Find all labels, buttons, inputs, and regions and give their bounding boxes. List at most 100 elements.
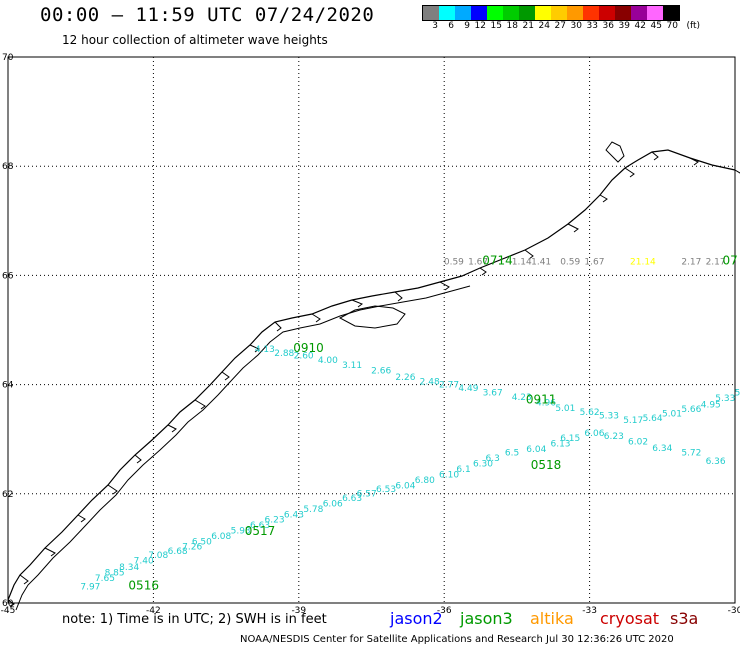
scale-swatch [487, 6, 503, 20]
scale-label: (ft) [686, 21, 700, 31]
swh-value-label: 2.17 [706, 257, 726, 267]
fjord-inlet [167, 424, 177, 433]
scale-label: 45 [650, 21, 662, 31]
swh-value-label: 7.40 [134, 557, 154, 567]
pass-time-label: 0516 [128, 578, 159, 592]
island-outline [605, 141, 625, 163]
pass-time-label: 0518 [531, 458, 562, 472]
scale-swatch [647, 6, 663, 20]
latitude-label: 64 [2, 381, 14, 391]
scale-swatch [503, 6, 519, 20]
swh-value-label: 6.23 [265, 516, 285, 526]
swh-value-label: 8.85 [105, 569, 125, 579]
scale-label: 24 [538, 21, 550, 31]
fjord-inlet [351, 299, 364, 308]
fjord-inlet [274, 321, 282, 332]
scale-swatch [423, 6, 439, 20]
fjord-inlet [249, 344, 260, 353]
swh-value-label: 6.3 [486, 454, 500, 464]
swh-value-label: 5.62 [580, 408, 600, 418]
scale-swatch [599, 6, 615, 20]
swh-value-label: 2.88 [274, 349, 294, 359]
swh-value-label: 1.67 [468, 257, 488, 267]
swh-value-label: 2.17 [681, 257, 701, 267]
scale-swatch [455, 6, 471, 20]
fjord-inlet [734, 169, 740, 174]
swh-value-label: 6.06 [323, 499, 343, 509]
scale-label: 21 [522, 21, 534, 31]
scale-label: 9 [464, 21, 470, 31]
latitude-label: 68 [2, 162, 14, 172]
swh-value-label: 4.95 [701, 401, 721, 411]
swh-value-label: 6.06 [584, 429, 604, 439]
swh-value-label: 5.01 [555, 404, 575, 414]
swh-value-label: 5.34 [735, 389, 740, 399]
swh-value-label: 2.48 [420, 378, 440, 388]
swh-value-label: 3.67 [483, 389, 503, 399]
swh-value-label: 7.26 [182, 542, 202, 552]
swh-value-label: 6.53 [376, 485, 396, 495]
swh-value-label: 6.63 [342, 494, 362, 504]
swh-value-label: 5.64 [643, 414, 663, 424]
swh-value-label: 6.36 [706, 457, 726, 467]
swh-value-label: 6.23 [604, 432, 624, 442]
scale-label: 42 [634, 21, 646, 31]
fjord-inlet [479, 267, 487, 276]
scale-swatch [631, 6, 647, 20]
swh-value-label: 2.60 [294, 351, 314, 361]
swh-value-label: 6.04 [526, 445, 546, 455]
swh-value-label: 6.5 [505, 449, 519, 459]
scale-label: 12 [474, 21, 486, 31]
swh-value-label: 4.00 [318, 356, 338, 366]
swh-value-label: 6.15 [560, 434, 580, 444]
fjord-inlet [7, 599, 15, 608]
scale-swatch [439, 6, 455, 20]
swh-value-label: 6.34 [652, 444, 672, 454]
scale-swatch [551, 6, 567, 20]
fjord-inlet [19, 574, 29, 585]
fjord-inlet [221, 371, 230, 381]
map-title: 00:00 – 11:59 UTC 07/24/2020 [40, 4, 375, 26]
longitude-label: -45 [1, 606, 16, 616]
swh-value-label: 6.30 [473, 460, 493, 470]
swh-value-label: 7.65 [95, 574, 115, 584]
swh-value-label: 6.43 [284, 510, 304, 520]
swh-value-label: 5.66 [681, 405, 701, 415]
swh-value-label: 0.59 [560, 257, 580, 267]
scale-swatch [519, 6, 535, 20]
pass-time-label: 0911 [526, 393, 557, 407]
swh-value-label: 7.08 [148, 551, 168, 561]
fjord-inlet [524, 249, 534, 260]
pass-time-label: 0517 [245, 524, 276, 538]
legend-item-altika: altika [530, 609, 574, 628]
swh-value-label: 1.41 [531, 257, 551, 267]
swh-value-label: 21.14 [630, 257, 656, 267]
swh-value-label: 6.80 [415, 476, 435, 486]
scale-swatch [567, 6, 583, 20]
swh-value-label: 5.72 [681, 449, 701, 459]
fjord-inlet [107, 484, 118, 495]
scale-label: 15 [490, 21, 502, 31]
swh-value-label: 4.49 [458, 384, 478, 394]
swh-value-label: 2.77 [439, 380, 459, 390]
footer-credit: NOAA/NESDIS Center for Satellite Applica… [240, 634, 674, 645]
scale-label: 33 [586, 21, 598, 31]
fjord-inlet [311, 313, 321, 323]
scale-swatch [583, 6, 599, 20]
swh-value-label: 4.96 [536, 398, 556, 408]
longitude-label: -42 [146, 606, 161, 616]
legend-item-jason2: jason2 [390, 609, 443, 628]
swh-value-label: 8.34 [119, 563, 139, 573]
swh-value-label: 2.26 [395, 373, 415, 383]
legend-item-jason3: jason3 [460, 609, 513, 628]
latitude-label: 60 [2, 599, 14, 609]
swh-value-label: 6.68 [168, 547, 188, 557]
longitude-label: -39 [291, 606, 306, 616]
swh-value-label: 6.02 [628, 438, 648, 448]
fjord-inlet [624, 167, 635, 178]
fjord-inlet [394, 291, 403, 302]
scale-label: 70 [666, 21, 678, 31]
swh-value-label: 5.33 [715, 394, 735, 404]
swh-value-label: 0.59 [444, 257, 464, 267]
scale-swatch [471, 6, 487, 20]
